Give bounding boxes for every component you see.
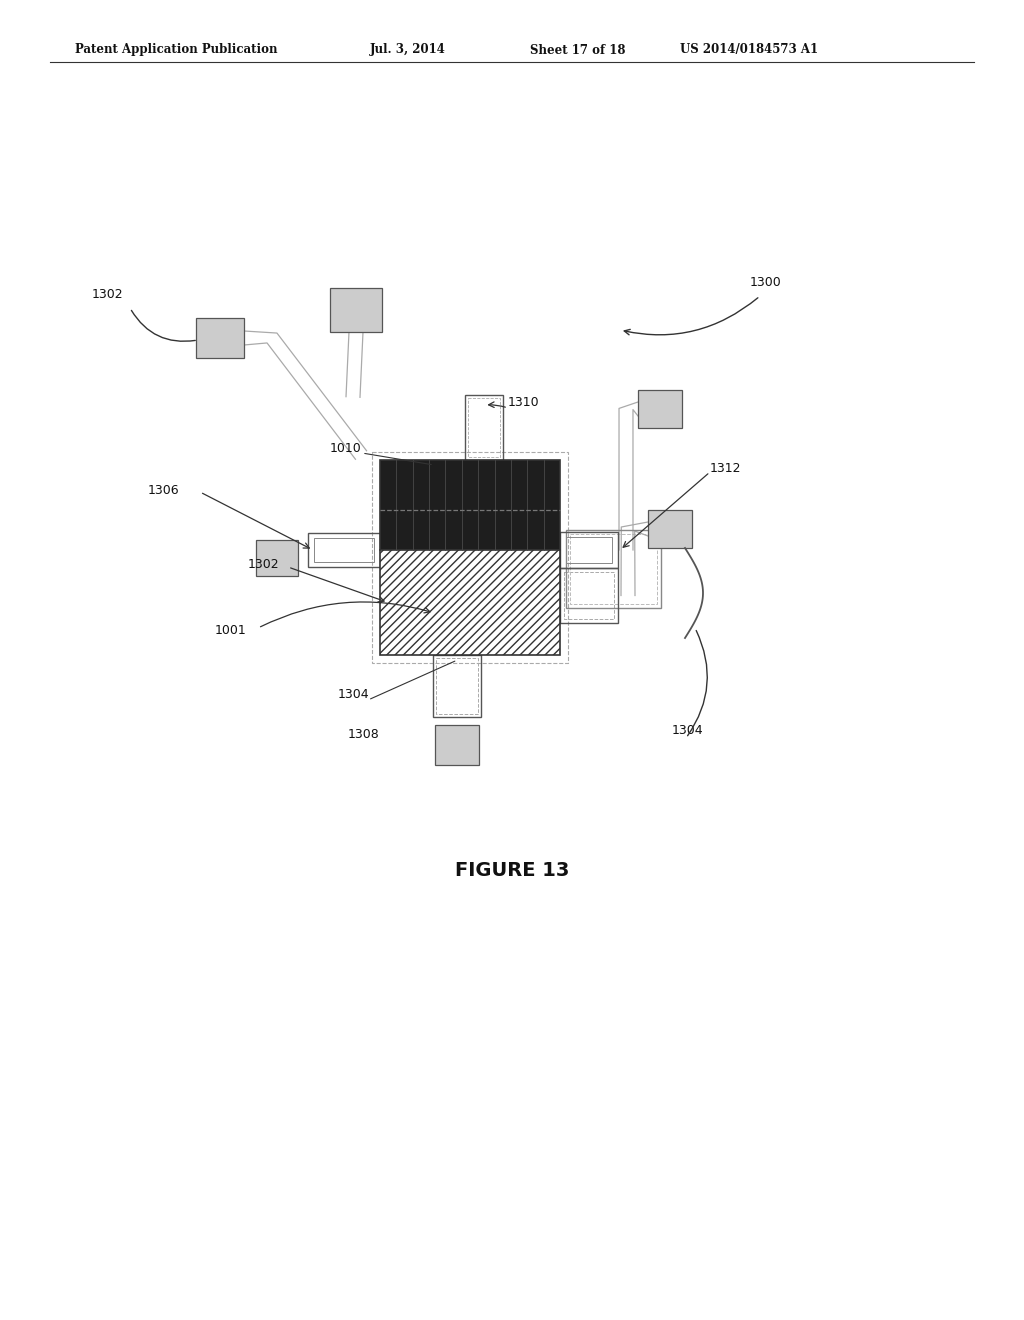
Bar — [314, 539, 374, 562]
Text: US 2014/0184573 A1: US 2014/0184573 A1 — [680, 44, 818, 57]
Bar — [570, 535, 657, 605]
Bar — [564, 572, 614, 619]
Bar — [638, 389, 682, 428]
Bar — [641, 393, 679, 425]
Bar — [308, 533, 380, 568]
Text: 1302: 1302 — [248, 558, 280, 572]
Bar — [199, 321, 241, 355]
Bar — [651, 513, 689, 545]
Text: 1010: 1010 — [330, 441, 361, 454]
Bar — [438, 729, 476, 762]
Bar — [560, 532, 618, 568]
Bar — [566, 531, 662, 609]
Text: Jul. 3, 2014: Jul. 3, 2014 — [370, 44, 445, 57]
Bar — [468, 399, 501, 457]
Bar — [436, 657, 478, 714]
Text: 1300: 1300 — [750, 276, 781, 289]
Text: 1304: 1304 — [672, 723, 703, 737]
Bar — [196, 318, 244, 358]
Bar — [433, 655, 481, 717]
Text: 1310: 1310 — [508, 396, 540, 409]
Bar — [333, 290, 379, 329]
Bar — [566, 537, 612, 564]
Text: 1304: 1304 — [338, 689, 370, 701]
Text: 1306: 1306 — [148, 483, 179, 496]
Text: Sheet 17 of 18: Sheet 17 of 18 — [530, 44, 626, 57]
Text: FIGURE 13: FIGURE 13 — [455, 861, 569, 879]
Bar — [380, 550, 560, 655]
Text: 1001: 1001 — [215, 623, 247, 636]
Text: Patent Application Publication: Patent Application Publication — [75, 44, 278, 57]
Bar — [435, 725, 479, 766]
Bar — [465, 395, 504, 459]
Bar — [380, 459, 560, 550]
Bar — [330, 288, 382, 333]
Bar — [259, 543, 295, 573]
Text: 1312: 1312 — [710, 462, 741, 474]
Text: 1308: 1308 — [348, 729, 380, 742]
Bar — [648, 510, 692, 548]
Bar — [560, 568, 618, 623]
Bar — [256, 540, 298, 576]
Bar — [372, 451, 568, 663]
Text: 1302: 1302 — [92, 289, 124, 301]
